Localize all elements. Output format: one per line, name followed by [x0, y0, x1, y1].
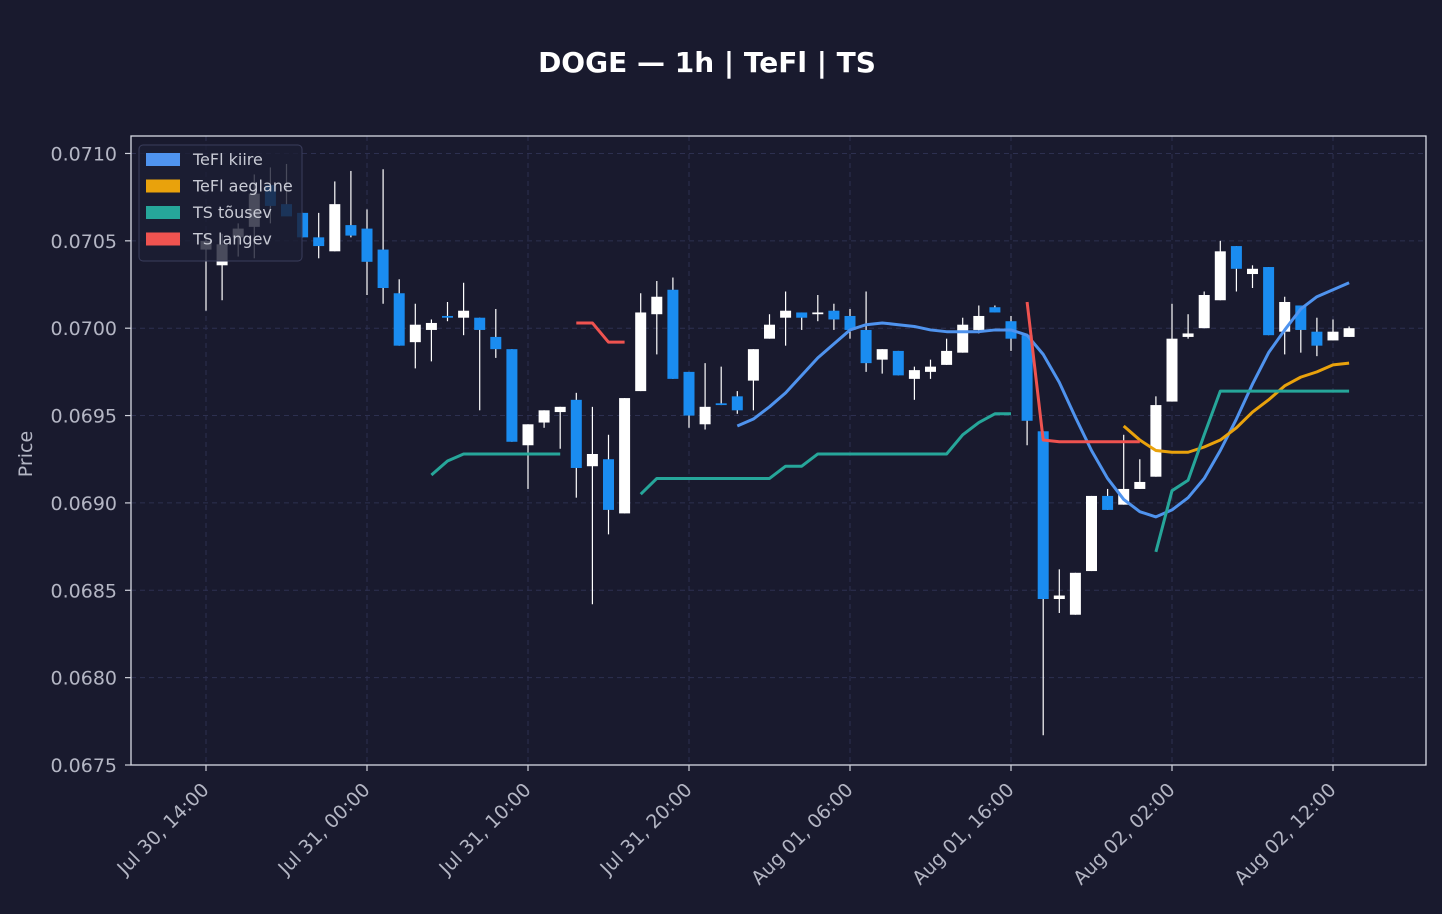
candle-body	[780, 310, 792, 318]
candle-body	[1086, 495, 1097, 572]
plot-frame	[130, 135, 1427, 766]
y-tick-label: 0.0690	[51, 493, 117, 515]
candle-body	[474, 317, 486, 330]
y-tick-label: 0.0675	[51, 755, 117, 777]
legend-label: TeFl aeglane	[192, 177, 293, 196]
candle-body	[538, 410, 550, 423]
candle-body	[699, 406, 711, 425]
candle-body	[1327, 331, 1339, 341]
candle-body	[345, 225, 357, 236]
candle-body	[458, 310, 470, 318]
candle-body	[635, 312, 647, 392]
candle-body	[1150, 405, 1162, 477]
candle-body	[425, 322, 437, 330]
candle-body	[313, 237, 325, 247]
candle-body	[1053, 595, 1065, 600]
y-axis-label: Price	[15, 431, 37, 477]
candle-body	[764, 324, 775, 339]
legend-label: TS langev	[192, 230, 272, 249]
candle-body	[1037, 431, 1049, 600]
y-tick-label: 0.0700	[51, 318, 117, 340]
indicator-line	[576, 301, 1140, 444]
candle-body	[554, 406, 566, 413]
candle-body	[361, 228, 373, 262]
candle-body	[409, 324, 421, 343]
candle-body	[1230, 246, 1242, 269]
candle-body	[957, 324, 969, 353]
candle-body	[586, 453, 598, 467]
candle-body	[828, 310, 840, 320]
candle-body	[490, 336, 502, 350]
legend: TeFl kiire TeFl aeglane TS tõusev TS langev	[138, 144, 303, 262]
candle-body	[522, 424, 534, 446]
indicator-line	[736, 281, 1350, 519]
candle-body	[1118, 488, 1130, 505]
candle-body	[908, 370, 920, 379]
candle-body	[715, 403, 727, 406]
legend-swatch	[146, 232, 180, 246]
legend-label: TS tõusev	[192, 203, 272, 222]
candle-body	[297, 212, 309, 238]
candle-body	[796, 312, 808, 318]
candle-body	[812, 312, 824, 315]
candle-body	[603, 459, 614, 510]
candle-body	[876, 349, 888, 360]
candle-body	[1021, 335, 1033, 421]
candle-body	[1134, 481, 1146, 489]
candle-body	[989, 307, 1001, 313]
candle-body	[731, 396, 743, 411]
legend-swatch	[146, 179, 180, 193]
legend-swatch	[146, 153, 180, 166]
candle-body	[377, 249, 389, 289]
grid	[131, 136, 1426, 766]
candle-body	[1166, 338, 1178, 402]
candle-body	[860, 329, 872, 364]
candle-body	[1311, 331, 1323, 346]
candle-body	[1214, 251, 1226, 301]
indicator-line	[1122, 361, 1350, 454]
candle-body	[892, 350, 904, 376]
candle-body	[329, 204, 341, 252]
candle-body	[570, 399, 582, 468]
legend-box	[138, 144, 303, 262]
candle-body	[393, 293, 405, 346]
candle-body	[1343, 328, 1355, 337]
y-tick-label: 0.0685	[51, 580, 117, 602]
candle-body	[1263, 267, 1275, 336]
candle-body	[667, 289, 679, 379]
candle-body	[1198, 294, 1210, 329]
candle-body	[651, 296, 663, 315]
chart-title: DOGE — 1h | TeFl | TS	[538, 46, 876, 79]
y-tick-label: 0.0705	[51, 231, 117, 253]
y-tick-label: 0.0710	[51, 143, 117, 165]
candle-body	[1295, 305, 1307, 330]
y-tick-label: 0.0680	[51, 668, 117, 690]
candle-body	[619, 398, 631, 514]
candle-body	[1247, 268, 1258, 275]
candle-body	[925, 366, 936, 372]
legend-label: TeFl kiire	[192, 150, 263, 169]
candle-body	[1102, 495, 1114, 510]
candle-body	[506, 349, 518, 442]
candle-body	[747, 349, 759, 381]
candle-body	[1182, 333, 1194, 337]
candle-body	[941, 350, 953, 365]
y-tick-label: 0.0695	[51, 406, 117, 428]
candle-body	[683, 371, 695, 416]
candle-body	[1069, 572, 1081, 615]
candle-body	[442, 315, 453, 318]
indicator-line	[430, 389, 1350, 553]
candle-body	[844, 315, 856, 330]
candle-body	[973, 315, 985, 330]
legend-swatch	[146, 206, 180, 219]
candle-body	[1279, 301, 1291, 332]
